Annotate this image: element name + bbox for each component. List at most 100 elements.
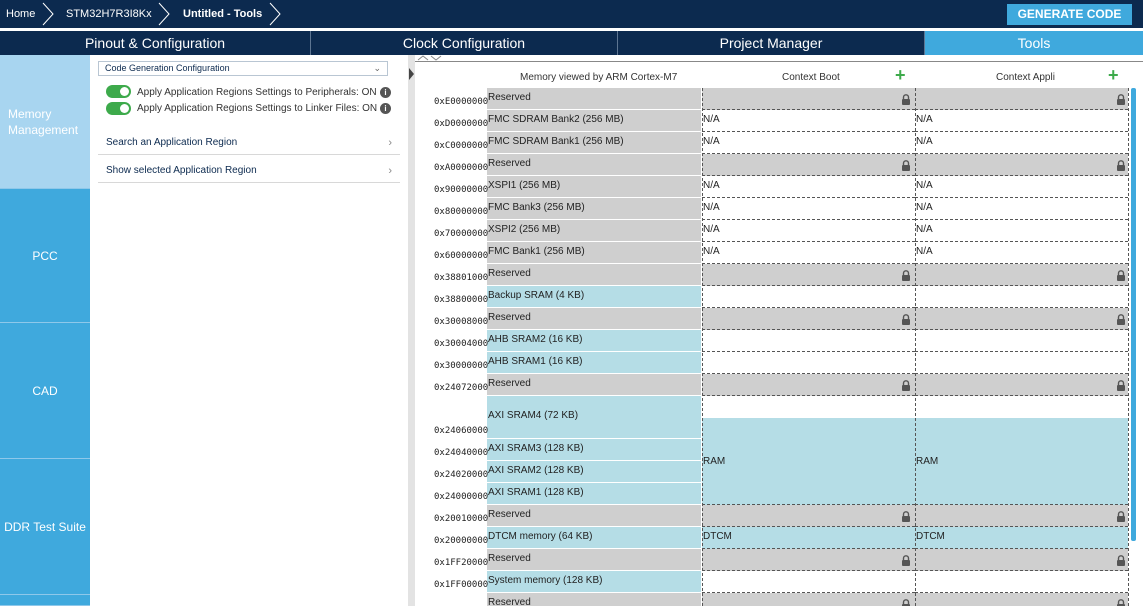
info-icon[interactable]: i — [380, 87, 391, 98]
breadcrumb-device[interactable]: STM32H7R3I8Kx — [66, 8, 152, 20]
appli-cell[interactable] — [915, 571, 1128, 593]
boot-cell[interactable] — [702, 352, 915, 374]
boot-cell[interactable]: N/A — [702, 132, 915, 154]
appli-cell[interactable] — [915, 264, 1128, 286]
chevron-right-icon: › — [388, 137, 392, 149]
search-application-region-item[interactable]: Search an Application Region › — [98, 133, 400, 155]
apply-linker-toggle[interactable] — [106, 102, 131, 115]
memory-region-name[interactable]: FMC SDRAM Bank2 (256 MB) — [487, 110, 701, 132]
memory-region-name[interactable]: AXI SRAM2 (128 KB) — [487, 461, 701, 483]
appli-cell-value: N/A — [916, 246, 933, 257]
memory-region-name[interactable]: FMC Bank3 (256 MB) — [487, 198, 701, 220]
boot-cell[interactable]: N/A — [702, 198, 915, 220]
sidebar-item-ddr-test-suite[interactable]: DDR Test Suite — [0, 459, 90, 595]
memory-region-name[interactable]: AHB SRAM1 (16 KB) — [487, 352, 701, 374]
appli-cell-value: RAM — [916, 456, 939, 467]
appli-cell[interactable]: N/A — [915, 110, 1128, 132]
sidebar-item-memory-management[interactable]: Memory Management — [0, 55, 90, 189]
memory-region-name[interactable]: System memory (128 KB) — [487, 571, 701, 593]
appli-cell[interactable]: N/A — [915, 242, 1128, 264]
info-icon[interactable]: i — [380, 103, 391, 114]
memory-region-name[interactable]: FMC Bank1 (256 MB) — [487, 242, 701, 264]
appli-cell[interactable] — [915, 154, 1128, 176]
apply-linker-label: Apply Application Regions Settings to Li… — [137, 103, 378, 114]
appli-cell[interactable]: N/A — [915, 198, 1128, 220]
sidebar-item-cad[interactable]: CAD — [0, 323, 90, 459]
sidebar-item-pcc[interactable]: PCC — [0, 189, 90, 323]
appli-cell-value: N/A — [916, 180, 933, 191]
memory-region-name[interactable]: Reserved — [487, 88, 701, 110]
memory-region-name[interactable]: Reserved — [487, 154, 701, 176]
boot-cell[interactable]: RAM — [702, 418, 915, 505]
generate-code-button[interactable]: GENERATE CODE — [1007, 4, 1132, 25]
breadcrumb-home[interactable]: Home — [6, 8, 36, 20]
add-boot-region-icon[interactable]: + — [895, 65, 906, 85]
memory-address: 0xD0000000 — [434, 119, 489, 129]
memory-region-name[interactable]: Reserved — [487, 264, 701, 286]
panel-splitter[interactable] — [408, 55, 415, 606]
boot-cell[interactable] — [702, 154, 915, 176]
memory-address: 0x38801000 — [434, 273, 489, 283]
boot-cell[interactable] — [702, 286, 915, 308]
tab-clock-configuration[interactable]: Clock Configuration — [311, 31, 618, 55]
vertical-scrollbar[interactable] — [1131, 88, 1136, 541]
appli-cell[interactable] — [915, 88, 1128, 110]
sidebar-item-more[interactable] — [0, 595, 90, 606]
boot-cell[interactable] — [702, 593, 915, 606]
memory-address: 0xE0000000 — [434, 97, 489, 107]
appli-cell[interactable] — [915, 505, 1128, 527]
memory-region-name[interactable]: XSPI1 (256 MB) — [487, 176, 701, 198]
boot-cell[interactable]: DTCM — [702, 527, 915, 549]
appli-cell[interactable] — [915, 374, 1128, 396]
appli-cell[interactable]: N/A — [915, 220, 1128, 242]
memory-region-name[interactable]: AXI SRAM4 (72 KB) — [487, 396, 701, 439]
code-generation-select[interactable]: Code Generation Configuration ⌄ — [98, 61, 388, 76]
resize-handle-icon[interactable] — [417, 55, 447, 61]
memory-region-name[interactable]: FMC SDRAM Bank1 (256 MB) — [487, 132, 701, 154]
appli-cell[interactable] — [915, 593, 1128, 606]
breadcrumb-current[interactable]: Untitled - Tools — [183, 8, 263, 20]
boot-cell[interactable] — [702, 330, 915, 352]
boot-cell[interactable]: N/A — [702, 220, 915, 242]
memory-region-name[interactable]: Backup SRAM (4 KB) — [487, 286, 701, 308]
memory-address: 0x38800000 — [434, 295, 489, 305]
collapse-handle-icon[interactable] — [408, 67, 415, 81]
memory-region-name[interactable]: Reserved — [487, 374, 701, 396]
appli-cell[interactable]: N/A — [915, 132, 1128, 154]
appli-cell[interactable] — [915, 286, 1128, 308]
appli-cell[interactable]: RAM — [915, 418, 1128, 505]
tab-project-manager[interactable]: Project Manager — [618, 31, 925, 55]
memory-region-name[interactable]: Reserved — [487, 308, 701, 330]
boot-cell[interactable]: N/A — [702, 110, 915, 132]
memory-region-name[interactable]: Reserved — [487, 593, 701, 606]
appli-cell[interactable] — [915, 352, 1128, 374]
memory-region-name[interactable]: XSPI2 (256 MB) — [487, 220, 701, 242]
memory-region-name[interactable]: AHB SRAM2 (16 KB) — [487, 330, 701, 352]
boot-cell[interactable]: N/A — [702, 242, 915, 264]
boot-cell[interactable] — [702, 549, 915, 571]
memory-region-name[interactable]: Reserved — [487, 505, 701, 527]
appli-cell[interactable]: N/A — [915, 176, 1128, 198]
boot-cell[interactable] — [702, 264, 915, 286]
apply-peripherals-toggle[interactable] — [106, 85, 131, 98]
boot-cell[interactable]: N/A — [702, 176, 915, 198]
tab-pinout-configuration[interactable]: Pinout & Configuration — [0, 31, 311, 55]
boot-cell[interactable] — [702, 571, 915, 593]
boot-cell[interactable] — [702, 88, 915, 110]
appli-cell[interactable]: DTCM — [915, 527, 1128, 549]
tab-tools[interactable]: Tools — [925, 31, 1143, 55]
boot-cell[interactable] — [702, 374, 915, 396]
lock-icon — [1116, 599, 1126, 606]
memory-region-name[interactable]: DTCM memory (64 KB) — [487, 527, 701, 549]
add-appli-region-icon[interactable]: + — [1108, 65, 1119, 85]
memory-region-name[interactable]: AXI SRAM1 (128 KB) — [487, 483, 701, 505]
memory-address: 0x24040000 — [434, 448, 489, 458]
appli-cell[interactable] — [915, 549, 1128, 571]
appli-cell[interactable] — [915, 330, 1128, 352]
boot-cell[interactable] — [702, 505, 915, 527]
show-application-region-item[interactable]: Show selected Application Region › — [98, 161, 400, 183]
memory-region-name[interactable]: Reserved — [487, 549, 701, 571]
memory-region-name[interactable]: AXI SRAM3 (128 KB) — [487, 439, 701, 461]
boot-cell[interactable] — [702, 308, 915, 330]
appli-cell[interactable] — [915, 308, 1128, 330]
